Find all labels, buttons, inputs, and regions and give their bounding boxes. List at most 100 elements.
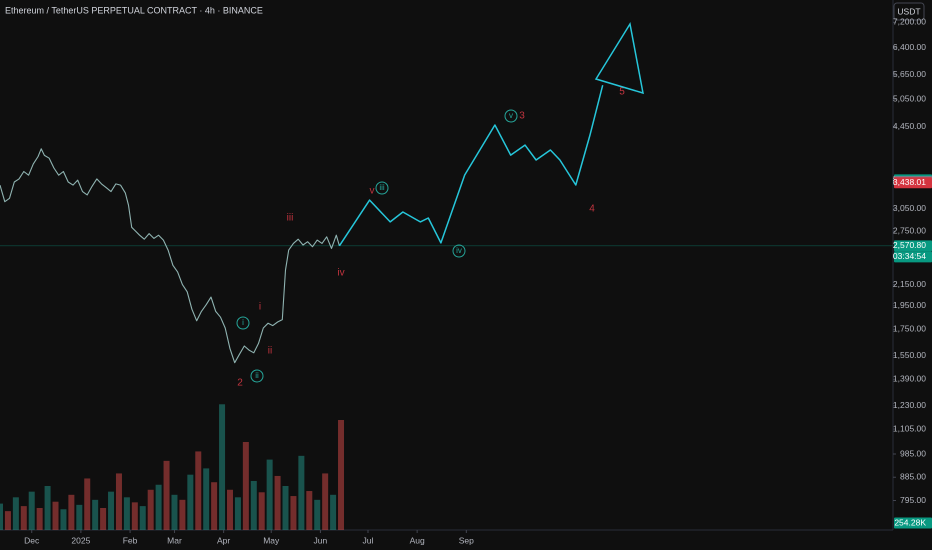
volume-bar: [163, 460, 170, 530]
x-tick-label: Sep: [459, 535, 474, 545]
y-tick-label: 795.00: [900, 495, 926, 505]
price-badge-bg: [894, 177, 932, 189]
y-tick-label: 1,105.00: [893, 423, 926, 433]
y-tick-label: 7,200.00: [893, 17, 926, 27]
wave-circle: [504, 109, 518, 123]
x-tick-label: Feb: [123, 535, 138, 545]
wave-label: 3: [519, 111, 525, 122]
y-tick-label: 6,400.00: [893, 42, 926, 52]
volume-bar: [226, 489, 233, 530]
x-tick-label: Mar: [167, 535, 182, 545]
volume-bar: [179, 499, 186, 530]
wave-circle: [236, 316, 250, 330]
x-tick-label: Apr: [217, 535, 230, 545]
wave-label: 4: [589, 204, 595, 215]
currency-label[interactable]: USDT: [897, 6, 920, 16]
wave-label: iv: [337, 268, 344, 279]
x-tick-label: Aug: [410, 535, 425, 545]
volume-badge: 254.28K: [894, 517, 926, 527]
wave-circle: [452, 244, 466, 258]
last-price-badge-bg: [894, 240, 932, 252]
wave-circle: [250, 369, 264, 383]
y-tick-label: 2,150.00: [893, 279, 926, 289]
x-tick-label: 2025: [71, 535, 90, 545]
volume-bar: [44, 486, 51, 530]
y-tick-label: 1,390.00: [893, 374, 926, 384]
volume-bar: [234, 497, 241, 530]
last-price-badge: 2,570.80: [893, 240, 926, 250]
x-tick-label: Jul: [363, 535, 374, 545]
volume-bar: [266, 459, 273, 530]
volume-bar: [84, 478, 91, 530]
y-tick-label: 1,950.00: [893, 300, 926, 310]
volume-bar: [12, 497, 19, 530]
price-badge: 3,438.01: [893, 177, 926, 187]
y-tick-label: 1,550.00: [893, 350, 926, 360]
volume-bar: [68, 494, 75, 530]
volume-bar: [219, 404, 226, 530]
volume-bar: [298, 455, 305, 530]
projection-line: [338, 85, 604, 247]
volume-bar: [139, 506, 146, 530]
volume-bar: [0, 503, 3, 530]
volume-bar: [147, 489, 154, 530]
volume-bar: [306, 491, 313, 530]
y-tick-label: 885.00: [900, 471, 926, 481]
volume-bar: [290, 496, 297, 530]
y-tick-label: 4,450.00: [893, 121, 926, 131]
wave-label: iii: [379, 183, 385, 192]
price-line: [0, 148, 340, 364]
volume-bar: [20, 506, 27, 530]
volume-bar: [195, 451, 202, 530]
volume-bar: [330, 494, 337, 530]
volume-bar: [123, 497, 130, 530]
y-tick-label: 3,050.00: [893, 203, 926, 213]
volume-bar: [171, 494, 178, 530]
volume-bar: [115, 473, 122, 530]
y-tick-label: 1,230.00: [893, 400, 926, 410]
wave-label: iii: [287, 213, 294, 224]
wave-label: ii: [255, 371, 259, 380]
volume-bar: [242, 442, 249, 530]
wave-label: 5: [619, 87, 625, 98]
x-tick-label: May: [263, 535, 280, 545]
volume-badge-bg: [894, 517, 932, 529]
y-tick-label: 1,750.00: [893, 324, 926, 334]
wave-label: i: [259, 302, 261, 313]
volume-bar: [131, 502, 138, 530]
y-tick-label: 5,050.00: [893, 94, 926, 104]
countdown-badge-bg: [894, 251, 932, 263]
volume-bar: [60, 509, 67, 530]
x-tick-label: Jun: [314, 535, 328, 545]
header-title: Ethereum / TetherUS PERPETUAL CONTRACT ·…: [5, 5, 263, 15]
wave-circle: [375, 181, 389, 195]
volume-bar: [4, 511, 11, 530]
volume-bar: [203, 468, 210, 530]
y-tick-label: 985.00: [900, 448, 926, 458]
wave-label: iv: [456, 246, 462, 255]
volume-bar: [108, 491, 115, 530]
volume-bar: [28, 491, 35, 530]
wave-label: ii: [268, 346, 272, 357]
volume-bar: [100, 508, 107, 530]
wave-label: 2: [237, 378, 243, 389]
volume-bar: [187, 474, 194, 530]
volume-bar: [314, 499, 321, 530]
volume-bar: [282, 486, 289, 530]
y-tick-label: 5,650.00: [893, 69, 926, 79]
wave-label: v: [370, 186, 375, 197]
volume-bar: [258, 492, 265, 530]
volume-bar: [52, 501, 59, 530]
y-tick-label: 2,750.00: [893, 225, 926, 235]
volume-bar: [92, 499, 99, 530]
volume-bar: [211, 482, 218, 530]
volume-bar: [338, 420, 345, 530]
wave-label: i: [242, 318, 244, 327]
volume-bar: [274, 475, 281, 530]
volume-bar: [155, 484, 162, 530]
volume-bar: [250, 480, 257, 530]
currency-button[interactable]: [893, 2, 925, 21]
